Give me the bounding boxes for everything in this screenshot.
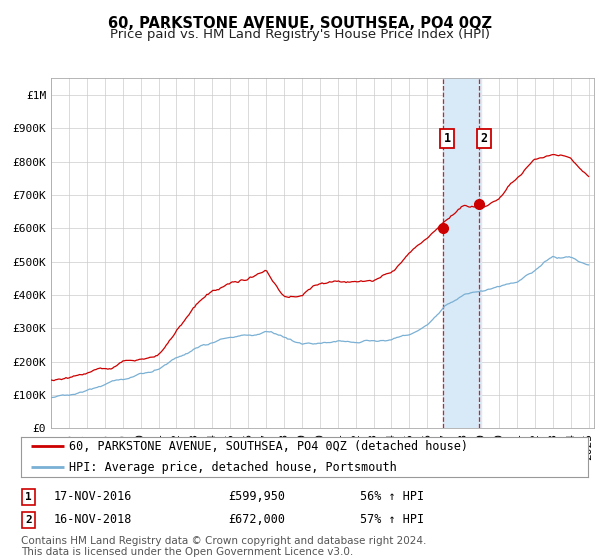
Text: 16-NOV-2018: 16-NOV-2018 bbox=[54, 513, 133, 526]
Text: 56% ↑ HPI: 56% ↑ HPI bbox=[360, 490, 424, 503]
Bar bbox=[443, 78, 481, 428]
Text: HPI: Average price, detached house, Portsmouth: HPI: Average price, detached house, Port… bbox=[69, 461, 397, 474]
Text: 1: 1 bbox=[25, 492, 32, 502]
Text: Contains HM Land Registry data © Crown copyright and database right 2024.
This d: Contains HM Land Registry data © Crown c… bbox=[21, 535, 427, 557]
Text: 2: 2 bbox=[25, 515, 32, 525]
Text: 2: 2 bbox=[480, 132, 487, 145]
Text: Price paid vs. HM Land Registry's House Price Index (HPI): Price paid vs. HM Land Registry's House … bbox=[110, 28, 490, 41]
Text: 60, PARKSTONE AVENUE, SOUTHSEA, PO4 0QZ: 60, PARKSTONE AVENUE, SOUTHSEA, PO4 0QZ bbox=[108, 16, 492, 31]
Text: 60, PARKSTONE AVENUE, SOUTHSEA, PO4 0QZ (detached house): 60, PARKSTONE AVENUE, SOUTHSEA, PO4 0QZ … bbox=[69, 440, 468, 453]
Text: 57% ↑ HPI: 57% ↑ HPI bbox=[360, 513, 424, 526]
Text: 1: 1 bbox=[443, 132, 451, 145]
Text: £672,000: £672,000 bbox=[228, 513, 285, 526]
Text: £599,950: £599,950 bbox=[228, 490, 285, 503]
Text: 17-NOV-2016: 17-NOV-2016 bbox=[54, 490, 133, 503]
